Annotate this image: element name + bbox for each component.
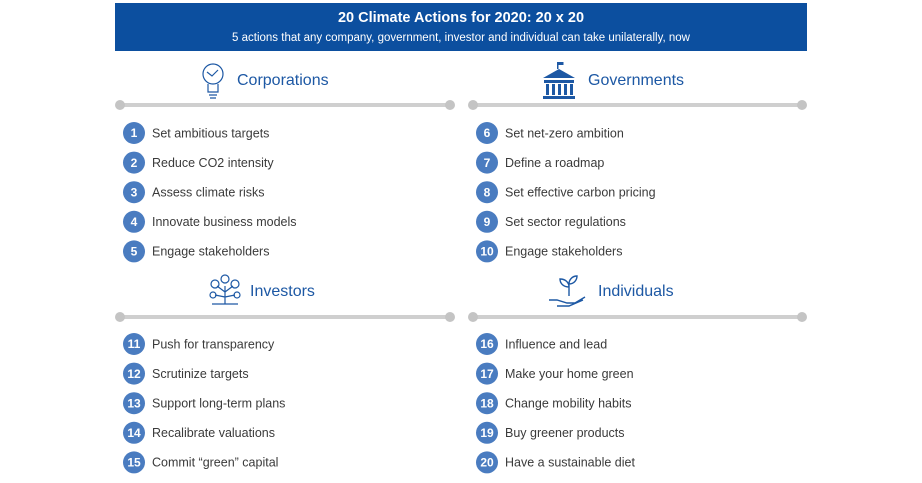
section-title: Investors (250, 283, 315, 300)
number-badge (123, 151, 145, 174)
item-number: 1 (131, 126, 138, 140)
item-number: 15 (127, 456, 141, 470)
number-badge (476, 421, 498, 444)
section-title: Governments (588, 72, 684, 89)
item-number: 9 (484, 215, 491, 229)
icon-tree (209, 274, 241, 305)
header-title: 20 Climate Actions for 2020: 20 x 20 (338, 10, 584, 26)
item-text: Reduce CO2 intensity (152, 156, 274, 170)
icon-lightbulb (202, 63, 224, 99)
item-text: Support long-term plans (152, 396, 285, 410)
item-text: Scrutinize targets (152, 367, 249, 381)
number-badge (476, 151, 498, 174)
number-badge (476, 451, 498, 474)
item-number: 4 (131, 215, 138, 229)
item-number: 2 (131, 156, 138, 170)
item-text: Have a sustainable diet (505, 456, 635, 470)
divider-end (445, 100, 455, 110)
number-badge (476, 210, 498, 233)
item-text: Buy greener products (505, 426, 625, 440)
icon-hand-plant (549, 275, 586, 307)
item-text: Assess climate risks (152, 185, 265, 199)
item-text: Recalibrate valuations (152, 426, 275, 440)
number-badge (123, 210, 145, 233)
header-subtitle: 5 actions that any company, government, … (232, 32, 691, 44)
item-number: 3 (131, 185, 138, 199)
item-number: 16 (480, 337, 494, 351)
item-text: Influence and lead (505, 337, 607, 351)
item-number: 13 (127, 396, 141, 410)
item-number: 10 (480, 245, 494, 259)
item-text: Set ambitious targets (152, 126, 269, 140)
item-number: 12 (127, 367, 141, 381)
section-title: Individuals (598, 283, 674, 300)
item-number: 11 (128, 337, 141, 351)
number-badge (123, 333, 145, 355)
item-number: 18 (480, 396, 494, 410)
divider-end (115, 100, 125, 110)
item-text: Set effective carbon pricing (505, 185, 656, 199)
number-badge (123, 181, 145, 204)
number-badge (123, 362, 145, 385)
icon-building (543, 62, 575, 99)
item-number: 17 (480, 367, 494, 381)
item-number: 20 (480, 456, 494, 470)
item-text: Set sector regulations (505, 215, 626, 229)
item-text: Innovate business models (152, 215, 297, 229)
number-badge (123, 392, 145, 415)
item-number: 5 (131, 245, 138, 259)
item-text: Push for transparency (152, 337, 275, 351)
divider-end (468, 100, 478, 110)
item-number: 7 (484, 156, 491, 170)
header-band (115, 3, 807, 51)
divider-end (797, 312, 807, 322)
number-badge (123, 122, 145, 144)
item-text: Change mobility habits (505, 396, 631, 410)
divider-end (115, 312, 125, 322)
number-badge (476, 362, 498, 385)
divider-end (797, 100, 807, 110)
number-badge (123, 240, 145, 263)
item-text: Commit “green” capital (152, 456, 278, 470)
divider-end (468, 312, 478, 322)
item-number: 8 (484, 185, 491, 199)
number-badge (476, 240, 498, 263)
number-badge (476, 392, 498, 415)
item-number: 19 (480, 426, 494, 440)
number-badge (476, 122, 498, 144)
item-number: 6 (484, 126, 491, 140)
number-badge (123, 451, 145, 474)
section-title: Corporations (237, 72, 329, 89)
number-badge (476, 333, 498, 355)
number-badge (476, 181, 498, 204)
divider-end (445, 312, 455, 322)
item-text: Engage stakeholders (152, 245, 269, 259)
item-number: 14 (127, 426, 141, 440)
item-text: Set net-zero ambition (505, 126, 624, 140)
number-badge (123, 421, 145, 444)
item-text: Define a roadmap (505, 156, 604, 170)
item-text: Make your home green (505, 367, 634, 381)
item-text: Engage stakeholders (505, 245, 622, 259)
